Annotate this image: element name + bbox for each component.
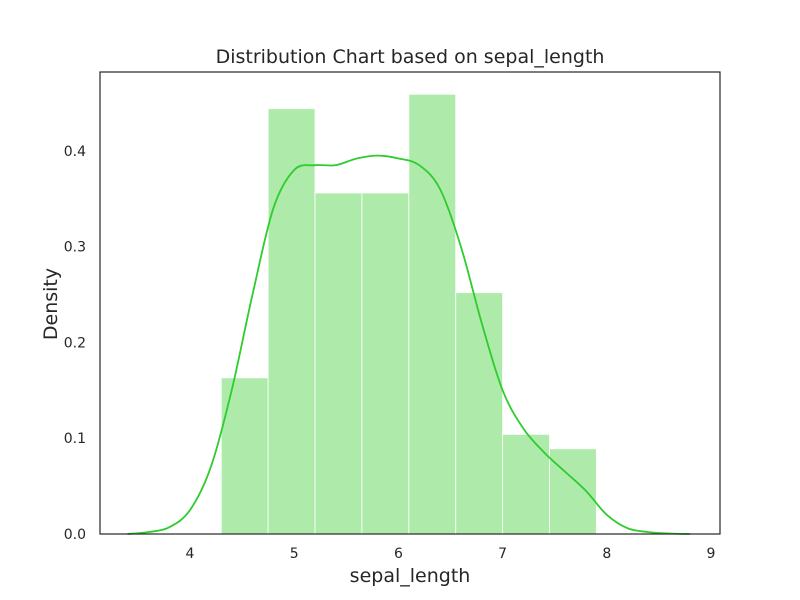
histogram-bar [548, 448, 597, 535]
histogram-bar [502, 433, 550, 535]
kde-curve [127, 154, 691, 535]
y-tick-label: 0.2 [64, 335, 86, 351]
plot-area: 4 5 6 7 8 9 0.0 0.1 0.2 0.3 0.4 [64, 71, 721, 562]
x-tick-label: 4 [186, 546, 195, 562]
y-tick-label: 0.0 [64, 527, 86, 543]
histogram-bar [408, 93, 457, 535]
x-tick-label: 5 [290, 546, 299, 562]
plot-frame [99, 71, 721, 535]
histogram-bar [361, 192, 410, 535]
x-tick-label: 7 [498, 546, 507, 562]
x-tick-label: 9 [707, 546, 716, 562]
x-axis-title: sepal_length [350, 565, 471, 587]
chart-title: Distribution Chart based on sepal_length [216, 46, 605, 68]
x-tick-label: 6 [394, 546, 403, 562]
x-tick-label: 8 [602, 546, 611, 562]
histogram-bar [455, 292, 504, 535]
y-tick-label: 0.1 [64, 431, 86, 447]
histogram-bar [314, 192, 363, 535]
y-tick-label: 0.3 [64, 240, 86, 256]
histogram-bar [267, 108, 316, 535]
y-axis-title: Density [40, 268, 62, 340]
y-tick-label: 0.4 [64, 144, 86, 160]
